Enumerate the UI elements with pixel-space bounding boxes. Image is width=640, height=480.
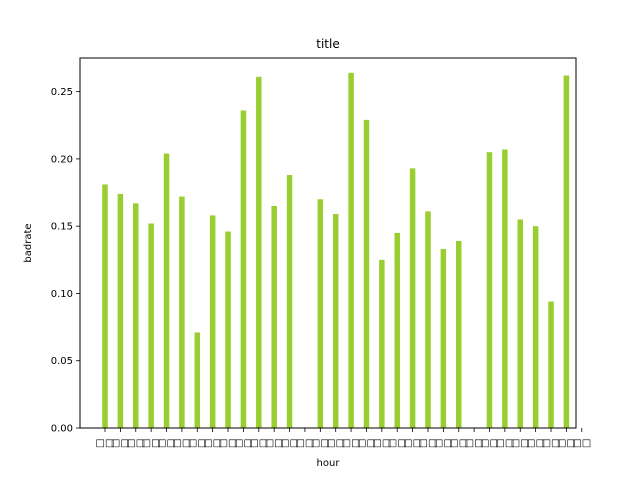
bar xyxy=(209,215,216,428)
x-tick-label: □□ xyxy=(388,438,407,449)
x-tick-label: □□ xyxy=(203,438,222,449)
x-tick-label: □□ xyxy=(157,438,176,449)
bar xyxy=(502,149,508,429)
bar xyxy=(363,119,370,428)
x-tick-label: □□ xyxy=(188,438,207,449)
y-axis-label: badrate xyxy=(23,223,34,262)
y-tick-label: 0.25 xyxy=(51,87,73,98)
x-tick-label: □□ xyxy=(419,438,438,449)
bar xyxy=(179,196,185,428)
plot-frame xyxy=(79,57,577,429)
bar xyxy=(256,76,262,428)
bar xyxy=(517,219,524,428)
x-tick-label: □□ xyxy=(172,438,191,449)
x-tick-label: □□ xyxy=(219,438,238,449)
x-tick-label: □□ xyxy=(280,438,299,449)
x-tick-label: □□ xyxy=(526,438,545,449)
x-tick-label: □□ xyxy=(295,438,314,449)
x-tick-label: □□ xyxy=(557,438,576,449)
x-tick-label: □□ xyxy=(449,438,468,449)
bar xyxy=(332,214,339,428)
x-tick-label: □□ xyxy=(126,438,145,449)
bar xyxy=(133,203,139,428)
bar xyxy=(117,193,124,428)
bar xyxy=(394,232,400,428)
bar xyxy=(548,301,554,428)
x-tick-label: □□ xyxy=(542,438,561,449)
bar xyxy=(286,175,293,428)
bar xyxy=(440,249,447,428)
bar xyxy=(425,211,431,428)
x-tick-label: □□ xyxy=(480,438,499,449)
bar xyxy=(563,75,570,429)
bar xyxy=(532,226,539,428)
x-tick-label: □□ xyxy=(372,438,391,449)
bar xyxy=(409,168,416,428)
x-tick-label: □□ xyxy=(249,438,268,449)
x-tick-label: □□ xyxy=(96,438,115,449)
y-ticks-group: 0.00 0.05 0.10 0.15 0.20 0.25 xyxy=(51,87,80,435)
x-tick-label: □□ xyxy=(142,438,161,449)
bar xyxy=(317,199,324,428)
x-tick-label: □□ xyxy=(465,438,484,449)
x-tick-label: □□ xyxy=(495,438,514,449)
bar xyxy=(163,153,170,428)
x-tick-label: □□ xyxy=(265,438,284,449)
bar xyxy=(348,72,354,429)
bars-group xyxy=(102,72,570,429)
x-tick-label: □□ xyxy=(342,438,361,449)
bar xyxy=(225,231,231,428)
bar xyxy=(240,110,247,428)
bar xyxy=(379,259,385,428)
y-tick-label: 0.15 xyxy=(51,222,73,233)
bar xyxy=(148,223,154,428)
x-tick-label: □□ xyxy=(511,438,530,449)
bar xyxy=(102,184,108,428)
chart-title: title xyxy=(316,37,339,51)
x-axis-label: hour xyxy=(317,458,341,469)
y-tick-label: 0.20 xyxy=(51,154,73,165)
y-tick-label: 0.00 xyxy=(51,424,73,435)
x-tick-label: □□ xyxy=(434,438,453,449)
bar xyxy=(486,152,493,428)
y-tick-label: 0.05 xyxy=(51,356,73,367)
bar xyxy=(271,206,277,428)
x-tick-label: □□ xyxy=(311,438,330,449)
x-tick-label: □□ xyxy=(572,438,591,449)
x-tick-label: □□ xyxy=(403,438,422,449)
x-tick-label: □□ xyxy=(234,438,253,449)
x-ticks-group: □□□□□□□□□□□□□□□□□□□□□□□□□□□□□□□□□□□□□□□□… xyxy=(96,428,591,449)
bar xyxy=(194,332,201,428)
y-tick-label: 0.10 xyxy=(51,289,73,300)
x-tick-label: □□ xyxy=(111,438,130,449)
bar xyxy=(455,240,462,428)
x-tick-label: □□ xyxy=(357,438,376,449)
x-tick-label: □□ xyxy=(326,438,345,449)
